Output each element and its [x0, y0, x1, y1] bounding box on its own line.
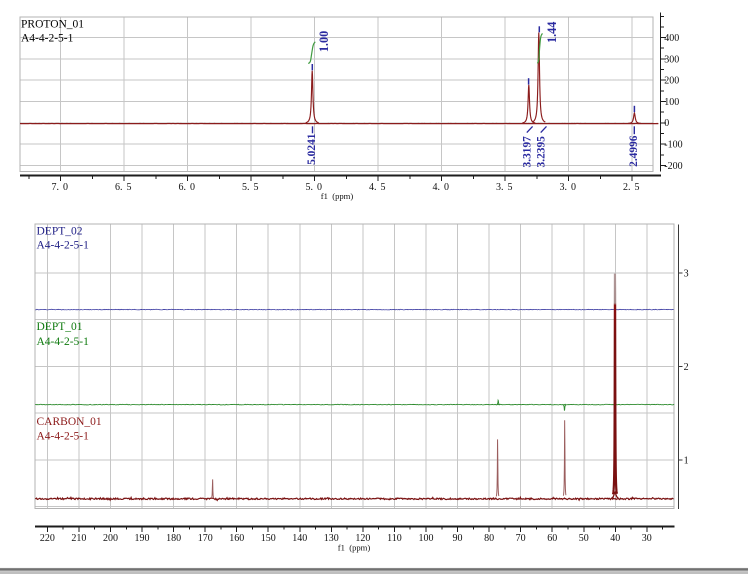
svg-text:2. 5: 2. 5: [623, 182, 640, 193]
svg-text:PROTON_01: PROTON_01: [21, 19, 84, 31]
svg-text:80: 80: [484, 533, 494, 544]
svg-text:5. 0: 5. 0: [306, 182, 323, 193]
svg-text:130: 130: [324, 533, 339, 544]
svg-text:170: 170: [198, 533, 213, 544]
svg-text:190: 190: [135, 533, 150, 544]
svg-text:2.4996: 2.4996: [628, 135, 640, 167]
svg-text:180: 180: [166, 533, 181, 544]
svg-text:5. 5: 5. 5: [242, 182, 259, 193]
svg-text:150: 150: [261, 533, 276, 544]
svg-text:3.3197: 3.3197: [522, 136, 534, 168]
svg-text:70: 70: [516, 533, 526, 544]
svg-text:3.2395: 3.2395: [535, 136, 547, 168]
svg-text:300: 300: [664, 54, 679, 65]
svg-text:7. 0: 7. 0: [52, 182, 69, 193]
svg-text:A4-4-2-5-1: A4-4-2-5-1: [21, 33, 74, 45]
svg-text:1: 1: [684, 455, 689, 466]
svg-text:3. 5: 3. 5: [496, 182, 513, 193]
svg-text:110: 110: [387, 533, 402, 544]
svg-text:90: 90: [453, 533, 463, 544]
svg-text:f1 (ppm): f1 (ppm): [321, 191, 354, 201]
svg-text:A4-4-2-5-1: A4-4-2-5-1: [37, 430, 90, 442]
svg-text:1.00: 1.00: [317, 31, 331, 52]
svg-text:400: 400: [664, 33, 679, 44]
svg-text:DEPT_01: DEPT_01: [37, 321, 83, 333]
svg-text:CARBON_01: CARBON_01: [37, 416, 102, 428]
svg-text:-200: -200: [664, 161, 682, 172]
svg-text:100: 100: [664, 97, 679, 108]
svg-text:30: 30: [642, 533, 652, 544]
svg-text:1.44: 1.44: [545, 22, 559, 43]
svg-text:A4-4-2-5-1: A4-4-2-5-1: [37, 336, 90, 348]
svg-text:f1 (ppm): f1 (ppm): [338, 542, 371, 552]
svg-text:220: 220: [40, 533, 55, 544]
svg-text:120: 120: [355, 533, 370, 544]
svg-text:40: 40: [610, 533, 620, 544]
svg-text:200: 200: [103, 533, 118, 544]
svg-text:5.0241: 5.0241: [306, 133, 318, 165]
svg-text:100: 100: [419, 533, 434, 544]
svg-text:50: 50: [579, 533, 589, 544]
svg-text:3: 3: [684, 268, 689, 279]
svg-text:140: 140: [292, 533, 307, 544]
svg-text:3. 0: 3. 0: [560, 182, 577, 193]
svg-text:0: 0: [664, 118, 669, 129]
svg-text:A4-4-2-5-1: A4-4-2-5-1: [37, 240, 90, 252]
svg-text:4. 0: 4. 0: [433, 182, 450, 193]
svg-text:160: 160: [229, 533, 244, 544]
svg-text:6. 5: 6. 5: [115, 182, 132, 193]
svg-text:6. 0: 6. 0: [179, 182, 196, 193]
svg-text:DEPT_02: DEPT_02: [37, 226, 83, 238]
svg-text:60: 60: [547, 533, 557, 544]
svg-text:210: 210: [71, 533, 86, 544]
svg-text:200: 200: [664, 76, 679, 87]
svg-text:4. 5: 4. 5: [369, 182, 386, 193]
svg-text:-100: -100: [664, 140, 682, 151]
svg-text:2: 2: [684, 362, 689, 373]
